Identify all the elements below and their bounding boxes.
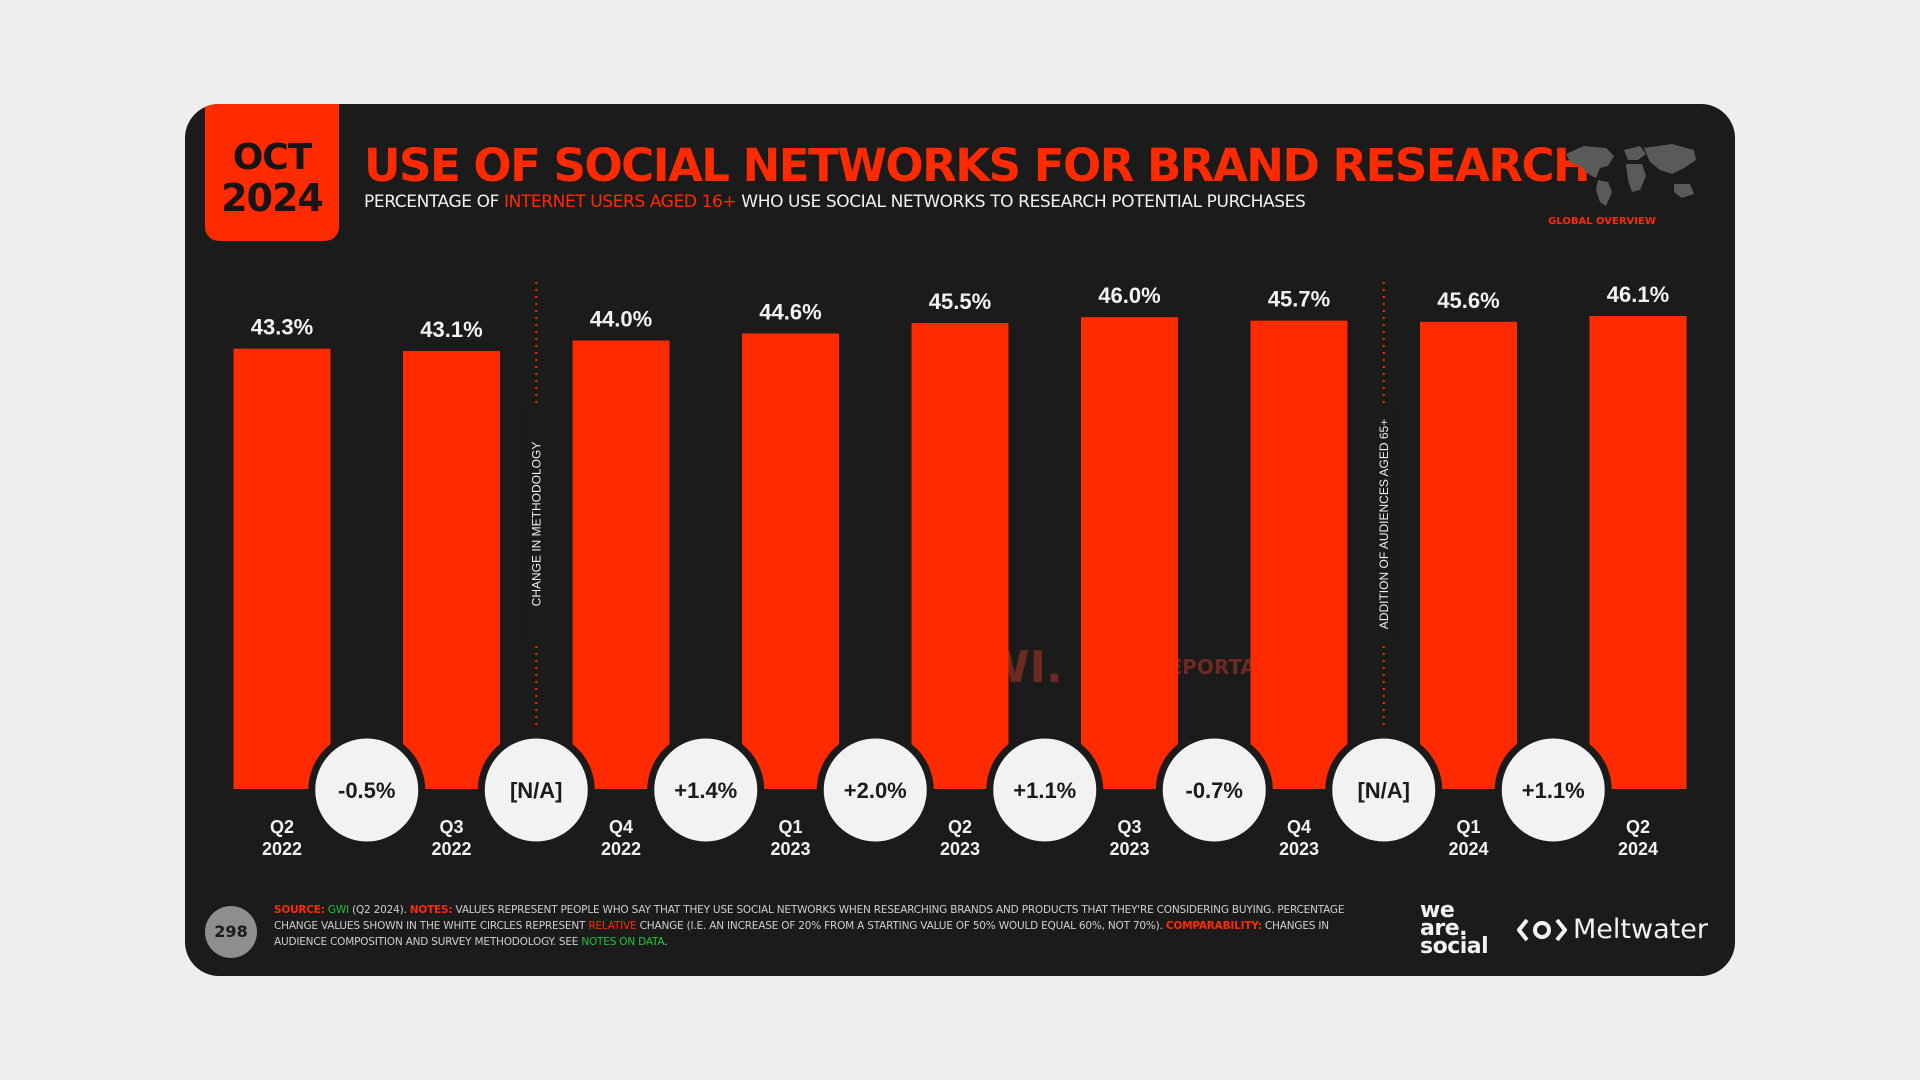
x-label-quarter-8: Q2	[1626, 817, 1650, 837]
change-circle-4	[986, 731, 1104, 849]
notes-on-data-link[interactable]: NOTES ON DATA	[581, 936, 665, 948]
change-circle-5	[1155, 731, 1273, 849]
x-label-year-4: 2023	[940, 839, 980, 859]
change-label-2: +1.4%	[674, 778, 737, 803]
bar-0	[233, 348, 331, 789]
divider-label-0: CHANGE IN METHODOLOGY	[529, 442, 543, 607]
logo-line-1: we	[1420, 898, 1455, 923]
source-rest: (Q2 2024).	[348, 904, 410, 916]
bar-group	[233, 316, 1687, 789]
change-label-4: +1.1%	[1013, 778, 1076, 803]
x-label-year-2: 2022	[601, 839, 641, 859]
change-circle-2	[647, 731, 765, 849]
x-label-quarter-7: Q1	[1456, 817, 1480, 837]
bar-7	[1420, 321, 1517, 789]
bar-4	[911, 323, 1009, 789]
x-label-year-3: 2023	[770, 839, 810, 859]
logo-line-3: social	[1420, 934, 1489, 959]
divider-gap-0	[527, 404, 546, 644]
change-circle-3	[816, 731, 934, 849]
notes-end: .	[664, 936, 668, 948]
value-label-6: 45.7%	[1268, 287, 1330, 312]
change-label-0: -0.5%	[338, 778, 395, 803]
change-label-3: +2.0%	[844, 778, 907, 803]
subtitle-post: WHO USE SOCIAL NETWORKS TO RESEARCH POTE…	[736, 192, 1306, 212]
meltwater-mark-icon	[1517, 918, 1567, 941]
x-label-quarter-4: Q2	[948, 817, 972, 837]
bar-8	[1589, 316, 1687, 789]
map-caption: GLOBAL OVERVIEW	[1548, 216, 1656, 227]
page-number-badge: 298	[205, 906, 257, 958]
x-label-year-8: 2024	[1618, 839, 1658, 859]
bar-5	[1081, 317, 1178, 789]
value-label-8: 46.1%	[1607, 282, 1669, 307]
relative-word: RELATIVE	[588, 920, 637, 932]
change-label-7: +1.1%	[1522, 778, 1585, 803]
x-label-year-5: 2023	[1109, 839, 1149, 859]
subtitle-highlight: INTERNET USERS AGED 16+	[503, 192, 737, 212]
bar-1	[403, 351, 500, 789]
notes-text: VALUES REPRESENT PEOPLE WHO SAY THAT THE…	[274, 904, 1345, 932]
value-label-0: 43.3%	[251, 315, 313, 340]
bar-chart: CHANGE IN METHODOLOGY ADDITION OF AUDIENC…	[233, 282, 1687, 859]
slide-card: OCT 2024 USE OF SOCIAL NETWORKS FOR BRAN…	[185, 104, 1735, 976]
page-title: USE OF SOCIAL NETWORKS FOR BRAND RESEARC…	[364, 139, 1591, 192]
world-map-icon	[1566, 144, 1696, 206]
page-subtitle: PERCENTAGE OF INTERNET USERS AGED 16+ WH…	[364, 192, 1306, 212]
bar-2	[572, 340, 670, 789]
source-name: GWI	[327, 904, 349, 916]
notes-label: NOTES:	[409, 904, 453, 916]
badge-year: 2024	[221, 176, 324, 220]
divider-gap-1	[1374, 404, 1393, 644]
source-label: SOURCE:	[274, 904, 325, 916]
divider-label-1: ADDITION OF AUDIENCES AGED 65+	[1377, 419, 1391, 629]
x-label-year-6: 2023	[1279, 839, 1319, 859]
x-label-year-0: 2022	[262, 839, 302, 859]
value-label-5: 46.0%	[1098, 283, 1160, 308]
badge-month: OCT	[232, 137, 313, 178]
comparability-label: COMPARABILITY:	[1165, 920, 1262, 932]
divider-group: CHANGE IN METHODOLOGY ADDITION OF AUDIENC…	[527, 282, 1393, 730]
x-label-quarter-5: Q3	[1117, 817, 1141, 837]
bar-6	[1250, 320, 1348, 789]
comparability-text: CHANGES IN AUDIENCE COMPOSITION AND SURV…	[274, 920, 1329, 948]
change-label-5: -0.7%	[1186, 778, 1243, 803]
x-label-quarter-2: Q4	[609, 817, 633, 837]
notes-text2: CHANGE (I.E. AN INCREASE OF 20% FROM A S…	[636, 920, 1166, 932]
change-label-6: [N/A]	[1357, 778, 1410, 803]
value-label-7: 45.6%	[1437, 288, 1499, 313]
change-label-1: [N/A]	[510, 778, 563, 803]
value-label-1: 43.1%	[420, 317, 482, 342]
we-are-social-logo: we are. social	[1420, 898, 1489, 959]
x-axis-label-group: Q22022Q32022Q42022Q12023Q22023Q32023Q420…	[262, 817, 1658, 859]
meltwater-logo: Meltwater	[1517, 914, 1708, 945]
x-label-quarter-1: Q3	[439, 817, 463, 837]
x-label-quarter-3: Q1	[778, 817, 802, 837]
footer-notes: SOURCE: GWI (Q2 2024). NOTES: VALUES REP…	[274, 902, 1384, 950]
date-badge: OCT 2024	[205, 104, 339, 241]
logo-line-2: are.	[1420, 916, 1467, 941]
subtitle-pre: PERCENTAGE OF	[364, 192, 504, 212]
value-label-3: 44.6%	[759, 300, 821, 325]
meltwater-wordmark: Meltwater	[1573, 914, 1708, 945]
x-label-quarter-0: Q2	[270, 817, 294, 837]
x-label-year-7: 2024	[1448, 839, 1488, 859]
bar-3	[742, 333, 839, 789]
x-label-quarter-6: Q4	[1287, 817, 1311, 837]
value-label-4: 45.5%	[929, 289, 991, 314]
value-label-group: 43.3% 43.1% 44.0% 44.6% 45.5% 46.0% 45.7% 45.6%…	[251, 282, 1669, 342]
change-circle-1	[477, 731, 595, 849]
change-circle-6	[1325, 731, 1443, 849]
value-label-2: 44.0%	[590, 307, 652, 332]
change-circle-group: -0.5% [N/A] +1.4% +2.0% +1.1% -0.7% [N/A] +1.1%	[308, 731, 1612, 849]
change-circle-7	[1494, 731, 1612, 849]
change-circle-0	[308, 731, 426, 849]
x-label-year-1: 2022	[431, 839, 471, 859]
